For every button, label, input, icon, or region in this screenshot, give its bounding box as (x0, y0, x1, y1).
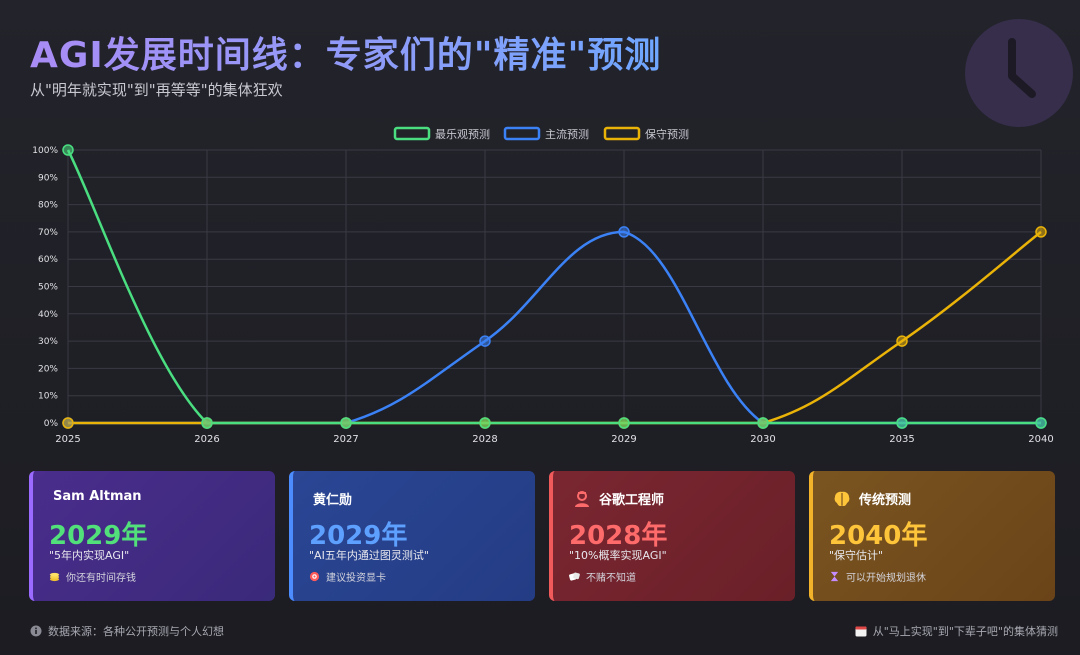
card-note: 可以开始规划退休 (846, 573, 926, 584)
legend-label[interactable]: 最乐观预测 (435, 128, 490, 141)
y-tick-label: 80% (38, 201, 58, 211)
card-name: 谷歌工程师 (599, 493, 665, 508)
data-point[interactable] (62, 417, 74, 429)
dice-icon (569, 572, 580, 581)
y-tick-label: 50% (38, 283, 58, 293)
data-point[interactable] (340, 417, 352, 429)
y-tick-label: 10% (38, 392, 58, 402)
card-year: 2029年 (49, 521, 148, 551)
card-quote: "10%概率实现AGI" (569, 549, 667, 562)
x-tick-label: 2029 (611, 434, 636, 445)
card-name: Sam Altman (53, 489, 142, 504)
card-year: 2028年 (569, 521, 668, 551)
footer-note-text: 从"马上实现"到"下辈子吧"的集体猜测 (872, 625, 1058, 638)
x-tick-label: 2027 (333, 434, 358, 445)
card-name: 传统预测 (859, 493, 912, 508)
chart-grid (67, 149, 1042, 424)
x-tick-label: 2028 (472, 434, 497, 445)
line-chart: 最乐观预测 主流预测 保守预测 0% 10% 20% 30% 40% 50% 60% 70% 80%… (32, 126, 1054, 445)
card-quote: "保守估计" (829, 549, 884, 562)
x-axis: 2025 2026 2027 2028 2029 2030 2035 2040 (55, 434, 1053, 445)
x-tick-label: 2030 (750, 434, 775, 445)
y-tick-label: 20% (38, 364, 58, 374)
data-point[interactable] (618, 226, 630, 238)
footer-source-text: 数据来源：各种公开预测与个人幻想 (48, 625, 224, 638)
card-note: 不赌不知道 (586, 573, 636, 584)
chip-icon (309, 571, 320, 582)
footer-source: 数据来源：各种公开预测与个人幻想 (30, 623, 224, 639)
engineer-icon (575, 490, 589, 507)
y-axis: 0% 10% 20% 30% 40% 50% 60% 70% 80% 90% 100% (32, 146, 58, 429)
hourglass-icon (830, 571, 839, 582)
series-line (68, 230, 1042, 425)
x-tick-label: 2026 (194, 434, 219, 445)
legend-swatch[interactable] (503, 126, 541, 141)
card-year: 2040年 (829, 521, 928, 551)
y-tick-label: 100% (32, 146, 58, 156)
data-point[interactable] (757, 417, 769, 429)
data-point[interactable] (896, 417, 908, 429)
prediction-card-altman: Sam Altman 2029年 "5年内实现AGI" 你还有时间存钱 (29, 471, 275, 601)
data-point[interactable] (896, 335, 908, 347)
card-quote: "AI五年内通过图灵测试" (309, 549, 429, 562)
y-tick-label: 40% (38, 310, 58, 320)
data-point[interactable] (479, 335, 491, 347)
data-point[interactable] (618, 417, 630, 429)
coins-icon (49, 572, 60, 582)
x-tick-label: 2040 (1028, 434, 1053, 445)
legend-label[interactable]: 保守预测 (645, 127, 689, 141)
y-tick-label: 0% (44, 419, 59, 429)
y-tick-label: 30% (38, 337, 58, 347)
x-tick-label: 2025 (55, 434, 80, 445)
card-name: 黄仁勋 (313, 493, 353, 508)
x-tick-label: 2035 (889, 434, 914, 445)
card-year: 2029年 (309, 521, 408, 551)
data-point[interactable] (1035, 417, 1047, 429)
card-note: 你还有时间存钱 (66, 573, 136, 584)
series-line (68, 230, 1041, 425)
legend-swatch[interactable] (393, 126, 431, 141)
data-point[interactable] (479, 417, 491, 429)
data-point[interactable] (201, 417, 213, 429)
legend-swatch[interactable] (603, 126, 641, 141)
chart-series (62, 144, 1047, 429)
card-quote: "5年内实现AGI" (49, 549, 130, 562)
data-point[interactable] (62, 144, 74, 156)
card-note: 建议投资显卡 (326, 573, 386, 584)
prediction-card-traditional: 传统预测 2040年 "保守估计" 可以开始规划退休 (809, 471, 1055, 601)
prediction-card-google-engineer: 谷歌工程师 2028年 "10%概率实现AGI" 不赌不知道 (549, 471, 795, 601)
chart-legend: 最乐观预测 主流预测 保守预测 (393, 126, 689, 141)
footer-note: 从"马上实现"到"下辈子吧"的集体猜测 (855, 623, 1058, 639)
y-tick-label: 90% (38, 173, 58, 183)
series-line (66, 149, 1041, 425)
legend-label[interactable]: 主流预测 (545, 127, 589, 141)
clock-icon (965, 19, 1073, 127)
page-subtitle: 从"明年就实现"到"再等等"的集体狂欢 (30, 81, 283, 99)
y-tick-label: 70% (38, 228, 58, 238)
info-icon (30, 625, 42, 637)
calendar-icon (855, 626, 867, 637)
data-point[interactable] (1035, 226, 1047, 238)
brain-icon (834, 491, 850, 506)
page-title: AGI发展时间线：专家们的"精准"预测 (30, 26, 661, 78)
prediction-card-jensen: 黄仁勋 2029年 "AI五年内通过图灵测试" 建议投资显卡 (289, 471, 535, 601)
y-tick-label: 60% (38, 255, 58, 265)
